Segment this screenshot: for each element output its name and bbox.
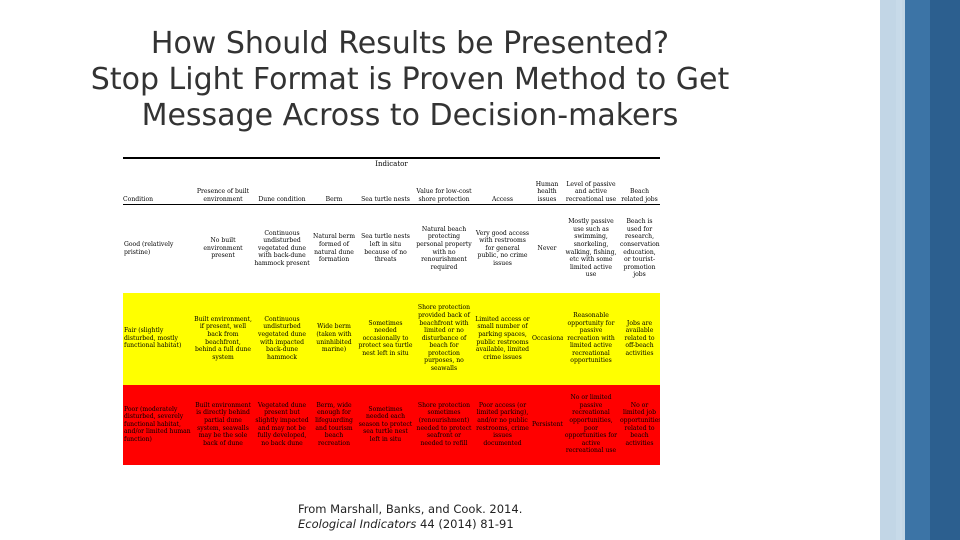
table-cell: Sometimes needed occasionally to protect…: [357, 292, 414, 385]
citation: From Marshall, Banks, and Cook. 2014. Ec…: [298, 502, 598, 532]
indicator-group-label: Indicator: [375, 159, 408, 168]
table-cell: Vegetated dune present but slightly impa…: [253, 384, 311, 465]
table-cell: Sometimes needed each season to protect …: [357, 384, 414, 465]
decorative-band-dark: [930, 0, 960, 540]
table-cell: Fair (slightly disturbed, mostly functio…: [123, 292, 193, 385]
header-recreational-use: Level of passive and active recreational…: [565, 180, 617, 203]
table-cell: Berm, wide enough for lifeguarding and t…: [311, 384, 357, 465]
stoplight-table: Condition Presence of built environment …: [123, 169, 660, 465]
table-row-good: Good (relatively pristine) No built envi…: [123, 204, 660, 293]
header-berm: Berm: [325, 195, 343, 203]
table-cell: No built environment present: [193, 204, 253, 293]
citation-journal: Ecological Indicators: [298, 517, 417, 531]
table-cell: Continuous undisturbed vegetated dune wi…: [253, 204, 311, 293]
table-header-row: Condition Presence of built environment …: [123, 169, 660, 204]
citation-volume: 44: [420, 517, 435, 531]
table-cell: Limited access or small number of parkin…: [474, 292, 531, 385]
table-cell: Mostly passive use such as swimming, sno…: [563, 204, 619, 293]
table-cell: Persistent: [531, 384, 563, 465]
slide-title-line-2: Stop Light Format is Proven Method to Ge…: [90, 62, 730, 97]
table-cell: Sea turtle nests left in situ because of…: [357, 204, 414, 293]
slide-title-line-1: How Should Results be Presented?: [150, 26, 670, 61]
table-row-poor: Poor (moderately disturbed, severely fun…: [123, 384, 660, 465]
table-cell: Never: [531, 204, 563, 293]
table-cell: Occasional: [531, 292, 563, 385]
header-dune-condition: Dune condition: [258, 195, 306, 203]
slide-title: How Should Results be Presented? Stop Li…: [80, 26, 740, 134]
table-cell: Wide berm (taken with uninhibited marine…: [311, 292, 357, 385]
table-cell: Built environment is directly behind par…: [193, 384, 253, 465]
table-cell: Continuous undisturbed vegetated dune wi…: [253, 292, 311, 385]
table-cell: Poor (moderately disturbed, severely fun…: [123, 384, 193, 465]
citation-details: (2014) 81-91: [438, 517, 514, 531]
table-cell: Very good access with restrooms for gene…: [474, 204, 531, 293]
citation-authors: From Marshall, Banks, and Cook. 2014.: [298, 502, 523, 516]
table-cell: Shore protection sometimes (renourishmen…: [414, 384, 474, 465]
table-cell: Jobs are available related to off-beach …: [619, 292, 660, 385]
table-cell: Natural berm formed of natural dune form…: [311, 204, 357, 293]
decorative-stripe: [896, 0, 902, 540]
header-condition: Condition: [123, 195, 154, 203]
header-sea-turtle-nests: Sea turtle nests: [361, 195, 410, 203]
header-human-health: Human health issues: [535, 180, 559, 203]
header-built-environment: Presence of built environment: [196, 188, 250, 203]
header-beach-jobs: Beach related jobs: [621, 188, 658, 203]
table-cell: Built environment, if present, well back…: [193, 292, 253, 385]
table-row-fair: Fair (slightly disturbed, mostly functio…: [123, 292, 660, 385]
table-cell: Natural beach protecting personal proper…: [414, 204, 474, 293]
table-cell: Shore protection provided back of beachf…: [414, 292, 474, 385]
header-access: Access: [491, 195, 514, 203]
citation-source: Ecological Indicators 44 (2014) 81-91: [298, 517, 598, 532]
table-top-rule: [123, 157, 660, 159]
table-cell: No or limited passive recreational oppor…: [563, 384, 619, 465]
table-cell: Reasonable opportunity for passive recre…: [563, 292, 619, 385]
table-cell: No or limited job opportunities related …: [619, 384, 660, 465]
table-cell: Beach is used for research, conservation…: [619, 204, 660, 293]
table-cell: Good (relatively pristine): [123, 204, 193, 293]
table-cell: Poor access (or limited parking), and/or…: [474, 384, 531, 465]
slide-title-line-3: Message Across to Decision-makers: [141, 98, 679, 133]
stoplight-table-container: Indicator Condition Presence of built en…: [123, 157, 660, 465]
header-shore-protection: Value for low-cost shore protection: [416, 188, 472, 203]
